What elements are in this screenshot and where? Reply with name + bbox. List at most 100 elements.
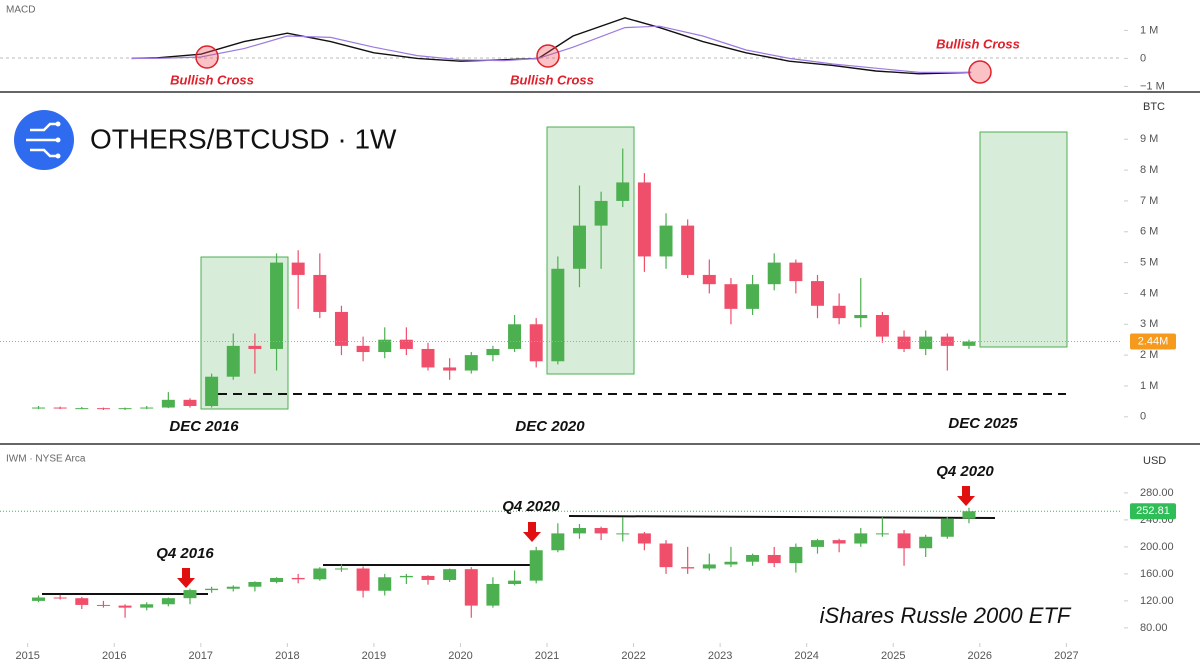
candle-body	[356, 345, 370, 353]
candle-body	[32, 407, 46, 409]
zone-box	[979, 131, 1068, 348]
candle-body	[53, 407, 67, 409]
y-tick-label: 160.00	[1140, 568, 1174, 580]
candle-body	[767, 262, 781, 285]
candle-body	[572, 527, 586, 534]
annotation: Bullish Cross	[936, 36, 1020, 51]
candle-body	[32, 597, 46, 601]
annotation: Q4 2016	[156, 545, 214, 562]
x-tick-label: 2023	[708, 650, 732, 662]
candle-body	[854, 315, 868, 319]
y-tick-label: 4 M	[1140, 287, 1158, 299]
candle-body	[508, 580, 522, 585]
candle-body	[486, 584, 500, 606]
candle-body	[594, 527, 608, 534]
candle-body	[443, 569, 457, 580]
arrow	[523, 522, 541, 542]
candle-body	[702, 564, 716, 569]
candle-body	[811, 281, 824, 306]
candle-body	[334, 568, 348, 570]
pane-title: MACD	[6, 5, 35, 16]
y-tick-label: 0	[1140, 52, 1146, 64]
x-tick-label: 2018	[275, 650, 299, 662]
candle-body	[962, 511, 976, 519]
resistance-line	[568, 515, 996, 519]
candle-body	[681, 567, 695, 569]
x-tick-label: 2025	[881, 650, 905, 662]
last-price-tag	[1130, 333, 1176, 350]
axis-unit: BTC	[1143, 101, 1165, 113]
candle-body	[919, 536, 933, 549]
candle-body	[897, 336, 911, 349]
candle-body	[205, 588, 219, 591]
candle-body	[746, 554, 760, 562]
y-tick-label: 8 M	[1140, 164, 1158, 176]
arrow	[177, 568, 195, 588]
candle-body	[399, 339, 413, 349]
candle-body	[551, 533, 565, 551]
candle-body	[529, 324, 543, 362]
candle-body	[962, 341, 976, 346]
x-tick-label: 2021	[535, 650, 559, 662]
candle-body	[637, 182, 651, 257]
candle-body	[443, 367, 457, 371]
annotation: iShares Russle 2000 ETF	[820, 603, 1072, 628]
cross-marker	[536, 44, 560, 68]
candle-body	[767, 554, 781, 564]
candle-body	[140, 407, 154, 409]
candle-body	[226, 586, 240, 589]
candle-body	[334, 311, 348, 346]
candle-body	[96, 604, 110, 606]
y-tick-label: 3 M	[1140, 318, 1158, 330]
candle-body	[313, 568, 327, 580]
y-tick-label: 5 M	[1140, 257, 1158, 269]
candle-body	[854, 533, 868, 544]
candle-body	[616, 182, 630, 201]
candle-body	[789, 546, 803, 564]
candle-body	[356, 568, 370, 591]
candle-body	[313, 274, 327, 312]
candle-body	[659, 225, 673, 257]
candle-body	[940, 518, 954, 537]
x-tick-label: 2019	[362, 650, 386, 662]
candle-body	[875, 533, 889, 535]
y-tick-label: 280.00	[1140, 487, 1174, 499]
x-tick-label: 2016	[102, 650, 126, 662]
candle-body	[291, 262, 305, 275]
y-tick-label: 6 M	[1140, 226, 1158, 238]
candle-body	[875, 315, 889, 337]
annotation: Q4 2020	[936, 463, 994, 480]
arrow	[957, 486, 975, 506]
candle-body	[140, 604, 154, 608]
last-price-label: 252.81	[1136, 505, 1170, 517]
y-tick-label: 1 M	[1140, 380, 1158, 392]
candle-body	[486, 348, 500, 356]
candle-body	[226, 345, 240, 377]
x-tick-label: 2026	[968, 650, 992, 662]
candle-body	[616, 533, 630, 535]
y-tick-label: 0	[1140, 411, 1146, 423]
annotation: Bullish Cross	[170, 72, 254, 87]
candle-body	[248, 345, 262, 349]
candle-body	[96, 408, 110, 410]
annotation: DEC 2020	[515, 418, 585, 435]
y-tick-label: 2 M	[1140, 349, 1158, 361]
candle-body	[724, 561, 738, 565]
candle-body	[291, 577, 305, 580]
candle-body	[464, 569, 478, 606]
candle-body	[161, 598, 175, 605]
logo	[14, 110, 74, 170]
candle-body	[75, 598, 89, 605]
candle-body	[811, 540, 824, 547]
candle-body	[270, 262, 284, 349]
y-tick-label: 9 M	[1140, 133, 1158, 145]
cross-marker	[195, 45, 219, 69]
last-price-label: 2.44M	[1138, 335, 1169, 347]
x-tick-label: 2017	[189, 650, 213, 662]
candle-body	[594, 200, 608, 226]
candle-body	[659, 543, 673, 568]
marks: 1 M 0 −1 M 0 1 M 2 M 3 M 4 M 5 M 6 M 7 M 8 M 9 M 2.44…	[0, 17, 1176, 662]
